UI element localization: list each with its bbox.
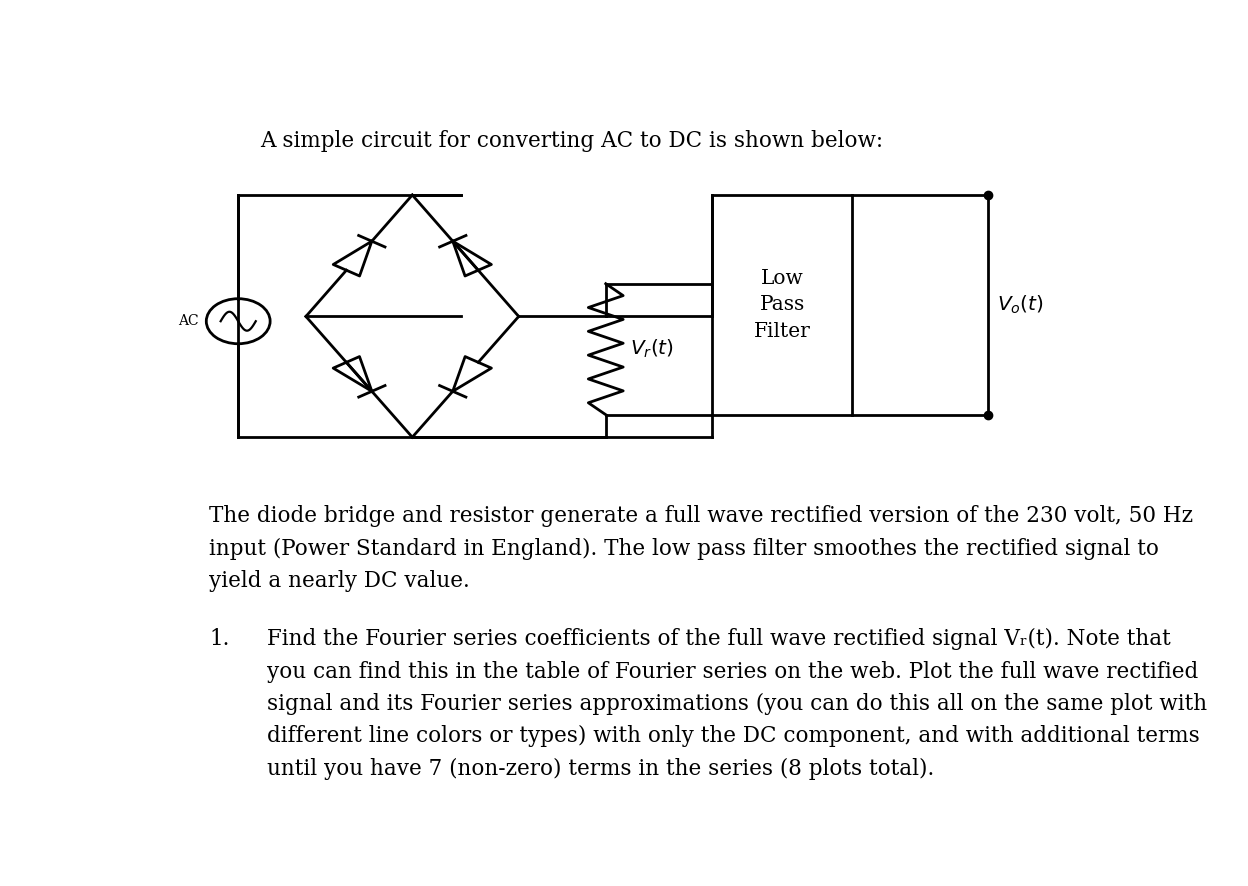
- Text: A simple circuit for converting AC to DC is shown below:: A simple circuit for converting AC to DC…: [261, 130, 884, 152]
- Text: $V_o(t)$: $V_o(t)$: [997, 293, 1045, 316]
- Text: AC: AC: [178, 315, 198, 328]
- Text: The diode bridge and resistor generate a full wave rectified version of the 230 : The diode bridge and resistor generate a…: [210, 505, 1193, 592]
- Text: 1.: 1.: [210, 628, 230, 650]
- Text: $V_r(t)$: $V_r(t)$: [630, 338, 674, 361]
- Bar: [713, 195, 852, 415]
- Text: Low
Pass
Filter: Low Pass Filter: [754, 268, 811, 341]
- Text: Find the Fourier series coefficients of the full wave rectified signal Vᵣ(t). No: Find the Fourier series coefficients of …: [267, 628, 1207, 780]
